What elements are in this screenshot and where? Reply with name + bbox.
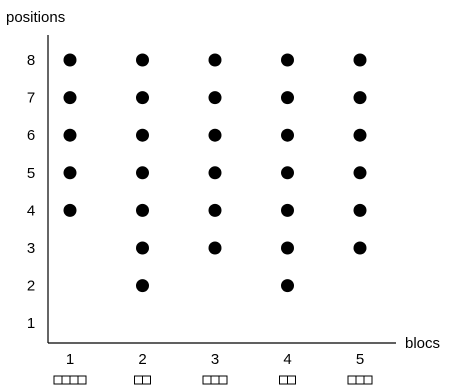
x-tick-label: 1 bbox=[66, 351, 74, 368]
bloc-box-icon bbox=[279, 375, 296, 385]
data-point bbox=[281, 203, 294, 217]
data-point bbox=[353, 241, 367, 255]
data-point bbox=[63, 91, 77, 105]
bloc-box-icon bbox=[202, 375, 228, 385]
data-point bbox=[208, 203, 222, 217]
data-point bbox=[136, 279, 149, 293]
data-point bbox=[281, 166, 294, 180]
data-point bbox=[136, 91, 149, 105]
data-point bbox=[208, 166, 222, 180]
bloc-box-icon bbox=[134, 375, 151, 385]
y-axis-title: positions bbox=[6, 9, 65, 26]
data-point bbox=[281, 241, 294, 255]
data-point bbox=[136, 53, 149, 67]
data-point bbox=[281, 128, 294, 142]
x-tick-label: 4 bbox=[283, 351, 291, 368]
y-tick-label: 3 bbox=[27, 240, 35, 257]
y-tick-label: 7 bbox=[27, 90, 35, 107]
axes bbox=[47, 35, 396, 344]
data-point bbox=[353, 203, 367, 217]
data-point bbox=[208, 91, 222, 105]
data-point bbox=[63, 53, 77, 67]
y-tick-label: 1 bbox=[27, 315, 35, 332]
data-point bbox=[208, 128, 222, 142]
x-axis-title: blocs bbox=[405, 335, 440, 352]
y-tick-label: 6 bbox=[27, 127, 35, 144]
y-tick-labels: 1 2 3 4 5 6 7 8 bbox=[27, 52, 35, 332]
data-point bbox=[63, 203, 77, 217]
data-point bbox=[63, 166, 77, 180]
data-point bbox=[281, 91, 294, 105]
data-point bbox=[353, 53, 367, 67]
bloc-box-icon bbox=[347, 375, 373, 385]
x-tick-label: 2 bbox=[138, 351, 146, 368]
data-point bbox=[208, 241, 222, 255]
x-tick-label: 3 bbox=[211, 351, 219, 368]
data-points bbox=[63, 53, 367, 293]
y-tick-label: 2 bbox=[27, 278, 35, 295]
data-point bbox=[208, 53, 222, 67]
data-point bbox=[353, 128, 367, 142]
data-point bbox=[136, 166, 149, 180]
data-point bbox=[353, 91, 367, 105]
bloc-box-icon bbox=[53, 375, 87, 385]
data-point bbox=[281, 53, 294, 67]
y-tick-label: 8 bbox=[27, 52, 35, 69]
x-tick-labels: 1 2 3 4 5 bbox=[66, 351, 364, 368]
bloc-box-icons bbox=[53, 375, 373, 385]
data-point bbox=[63, 128, 77, 142]
x-tick-label: 5 bbox=[356, 351, 364, 368]
data-point bbox=[136, 203, 149, 217]
data-point bbox=[281, 279, 294, 293]
y-tick-label: 5 bbox=[27, 165, 35, 182]
data-point bbox=[136, 128, 149, 142]
data-point bbox=[353, 166, 367, 180]
y-tick-label: 4 bbox=[27, 202, 35, 219]
data-point bbox=[136, 241, 149, 255]
